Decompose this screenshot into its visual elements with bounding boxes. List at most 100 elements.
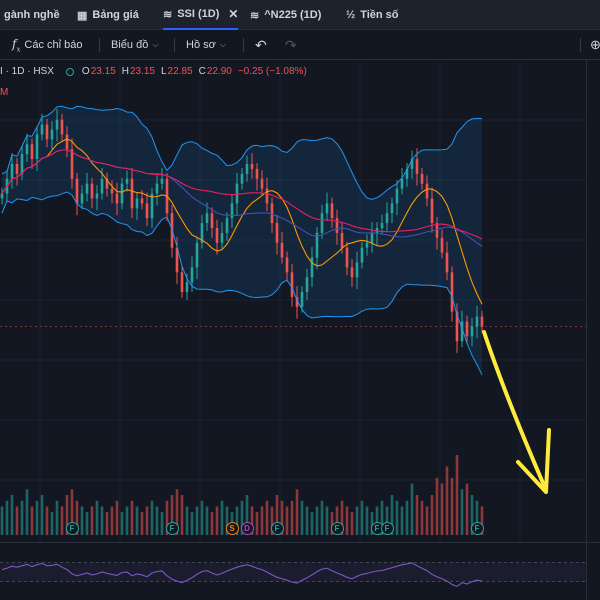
candle <box>160 178 164 184</box>
volume-bar <box>415 495 419 535</box>
divider <box>243 38 244 52</box>
candle <box>385 213 389 224</box>
close-icon[interactable]: ✕ <box>228 7 239 21</box>
volume-bar <box>105 512 109 535</box>
tab-nganh-nghe[interactable]: gành nghề <box>4 0 60 30</box>
toolbar: fx Các chỉ báo Biểu đồ ⌵ Hồ sơ ⌵ ↶ ↷ ⊕ <box>0 30 600 60</box>
volume-bar <box>400 506 404 535</box>
chart-icon: ≋ <box>250 9 260 22</box>
candles <box>0 108 484 354</box>
candle <box>0 193 4 199</box>
ma-fast-line <box>1 138 483 305</box>
divider <box>99 38 100 52</box>
bollinger-fill <box>2 106 482 375</box>
candle <box>475 316 479 327</box>
volume-bar <box>140 512 144 535</box>
event-badge-d[interactable]: D <box>240 522 254 535</box>
volume-bar <box>160 512 164 535</box>
candle <box>340 232 344 248</box>
candle <box>145 203 149 219</box>
volume-bar <box>0 506 4 535</box>
indicators-button[interactable]: fx Các chỉ báo <box>12 30 83 60</box>
event-badge-s[interactable]: S <box>225 522 239 535</box>
volume-bar <box>430 495 434 535</box>
candle <box>55 119 59 130</box>
candle <box>140 198 144 204</box>
change-value: −0.25 (−1.08%) <box>237 66 307 77</box>
volume-bar <box>80 506 84 535</box>
event-badge-f[interactable]: F <box>330 522 344 535</box>
event-badge-f[interactable]: F <box>270 522 284 535</box>
candle <box>265 188 269 204</box>
candle <box>270 203 274 224</box>
crosshair-icon: ⊕ <box>590 37 600 52</box>
volume-bar <box>425 506 429 535</box>
candle <box>215 228 219 243</box>
event-badge-f[interactable]: F <box>470 522 484 535</box>
event-badge-f[interactable]: F <box>65 522 79 535</box>
volume-bar <box>420 500 424 535</box>
tab-tien-so[interactable]: ½ Tiền số <box>346 0 399 30</box>
chart-type-button[interactable]: Biểu đồ ⌵ <box>111 30 158 60</box>
volume-bar <box>110 506 114 535</box>
arrow-shaft <box>482 330 548 492</box>
volume-bar <box>220 500 224 535</box>
volume-bar <box>365 506 369 535</box>
annotation-arrow <box>482 330 551 494</box>
close-value: 22.90 <box>206 66 232 77</box>
candle <box>125 178 129 184</box>
volume-bar <box>150 500 154 535</box>
volume-bar <box>15 506 19 535</box>
volume-bar <box>135 506 139 535</box>
rsi-pane[interactable] <box>0 542 600 600</box>
candle <box>210 213 214 228</box>
chart-type-label: Biểu đồ <box>111 39 149 51</box>
candle <box>440 237 444 253</box>
candle <box>40 124 44 135</box>
candle <box>320 213 324 233</box>
tab-label: Tiền số <box>360 9 399 21</box>
volume-bar <box>405 500 409 535</box>
event-badge-f[interactable]: F <box>370 522 384 535</box>
candle <box>445 252 449 273</box>
candle <box>225 218 229 233</box>
volume-bar <box>185 506 189 535</box>
indicators-label: Các chỉ báo <box>24 39 83 51</box>
crosshair-button[interactable]: ⊕ <box>590 30 600 60</box>
candle <box>130 178 134 209</box>
divider <box>580 38 581 52</box>
candle <box>435 223 439 238</box>
profile-button[interactable]: Hồ sơ ⌵ <box>186 30 226 60</box>
event-badge-f[interactable]: F <box>165 522 179 535</box>
candle <box>110 188 114 194</box>
candle <box>50 129 54 140</box>
undo-icon: ↶ <box>255 36 267 53</box>
redo-button[interactable]: ↷ <box>285 30 297 60</box>
tab-n225[interactable]: ≋ ^N225 (1D) <box>250 0 321 30</box>
high-value: 23.15 <box>129 66 155 77</box>
candle <box>330 203 334 219</box>
candle <box>375 228 379 233</box>
event-badge-f[interactable]: F <box>380 522 394 535</box>
tab-label: SSI (1D) <box>177 8 220 20</box>
volume-bar <box>20 500 24 535</box>
candle <box>175 247 179 273</box>
volume-bar <box>35 500 39 535</box>
undo-button[interactable]: ↶ <box>255 30 267 60</box>
tab-bang-gia[interactable]: ▦ Bảng giá <box>77 0 139 30</box>
candle <box>400 178 404 189</box>
candle <box>235 183 239 204</box>
candle <box>425 183 429 199</box>
tab-ssi[interactable]: ≋ SSI (1D) ✕ <box>163 0 239 30</box>
candle <box>45 124 49 140</box>
chevron-down-icon: ⌵ <box>219 40 226 49</box>
volume-bar <box>40 495 44 535</box>
volume-bar <box>115 500 119 535</box>
high-label: H <box>121 66 129 77</box>
volume-bar <box>320 500 324 535</box>
candle <box>350 267 354 278</box>
tab-label: ^N225 (1D) <box>264 9 322 21</box>
candle <box>280 242 284 258</box>
volume-bar <box>10 495 14 535</box>
